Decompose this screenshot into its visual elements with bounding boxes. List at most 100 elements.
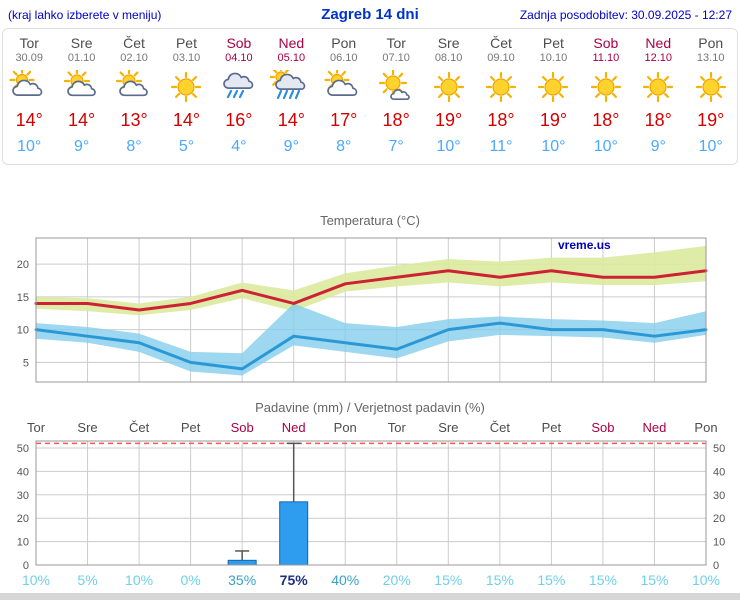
- day-column[interactable]: Ned 12.10 18° 9°: [632, 35, 684, 156]
- sun-ray: [119, 71, 125, 77]
- temperature-high: 18°: [487, 110, 515, 130]
- sunny-icon: [695, 71, 726, 103]
- y-axis-tick-label: 10: [17, 325, 29, 337]
- day-column[interactable]: Čet 02.10 13° 8°: [108, 35, 160, 156]
- sun-disc: [492, 78, 510, 96]
- day-column[interactable]: Ned 05.10 14° 9°: [265, 35, 317, 156]
- sun-ray: [437, 92, 443, 98]
- mostly-sunny-icon: [379, 70, 411, 101]
- weather-icon-cell: [3, 67, 55, 107]
- precip-probability-label: 10%: [125, 572, 153, 588]
- temperature-low: 10°: [17, 138, 42, 155]
- precip-probability-label: 15%: [486, 572, 514, 588]
- chart-day-label: Sre: [77, 420, 97, 435]
- day-name: Sre: [70, 35, 93, 51]
- day-date: 01.10: [67, 52, 96, 64]
- sunny-icon: [433, 71, 464, 103]
- day-date: 30.09: [15, 52, 43, 64]
- day-column[interactable]: Sob 04.10 16° 4°: [213, 35, 265, 156]
- rain-drop: [295, 89, 301, 100]
- day-column[interactable]: Tor 07.10 18° 7°: [370, 35, 422, 156]
- y-axis-tick-label-right: 40: [713, 466, 725, 478]
- page-title: Zagreb 14 dni: [321, 6, 419, 23]
- day-column[interactable]: Pon 13.10 19° 10°: [684, 35, 736, 156]
- chart-day-label: Sob: [231, 420, 254, 435]
- sun-disc: [385, 75, 401, 91]
- sun-ray: [272, 70, 278, 74]
- day-date: 07.10: [382, 52, 410, 64]
- chart-day-label: Tor: [27, 420, 46, 435]
- temperature-high: 14°: [277, 110, 305, 130]
- rain-drop: [226, 89, 232, 99]
- temperature-low: 5°: [178, 138, 195, 155]
- weather-icon-cell: [580, 67, 632, 107]
- sun-ray: [67, 71, 73, 77]
- day-column[interactable]: Sre 01.10 14° 9°: [55, 35, 107, 156]
- y-axis-tick-label-right: 0: [713, 560, 719, 572]
- temperature-high: 16°: [225, 110, 253, 130]
- chart-day-label: Tor: [388, 420, 407, 435]
- day-name: Pon: [698, 35, 724, 51]
- day-column[interactable]: Pet 10.10 19° 10°: [527, 35, 579, 156]
- sun-ray: [454, 76, 460, 82]
- temperature-low: 10°: [593, 138, 618, 155]
- partly-cloudy-icon: [63, 70, 96, 97]
- day-name: Ned: [645, 35, 672, 51]
- precip-probability-label: 20%: [383, 572, 411, 588]
- sun-ray: [382, 88, 388, 94]
- precip-bar: [279, 501, 309, 566]
- cloud-shape: [275, 73, 306, 91]
- cloud-shape: [390, 89, 411, 101]
- day-date: 02.10: [120, 52, 148, 64]
- day-column[interactable]: Sre 08.10 19° 10°: [422, 35, 474, 156]
- y-axis-tick-label-right: 50: [713, 443, 725, 455]
- day-column[interactable]: Čet 09.10 18° 11°: [475, 35, 527, 156]
- chart-frame: [35, 440, 707, 566]
- sun-ray: [398, 72, 404, 78]
- day-column[interactable]: Tor 30.09 14° 10°: [3, 35, 55, 156]
- day-date: 10.10: [539, 52, 568, 64]
- temperature-low: 8°: [126, 138, 142, 155]
- min-temperature-line: [34, 321, 708, 371]
- sunny-icon: [590, 71, 621, 103]
- temperature-high: 19°: [697, 110, 725, 130]
- sunny-icon: [538, 71, 569, 103]
- chart-day-label: Pet: [181, 420, 201, 435]
- day-date: 04.10: [225, 52, 253, 64]
- sun-ray: [192, 76, 198, 82]
- weather-icon-cell: [370, 67, 422, 107]
- weather-icon-cell: [684, 67, 736, 107]
- sun-ray: [594, 92, 600, 98]
- partly-cloudy-icon: [115, 70, 148, 97]
- sun-ray: [611, 76, 617, 82]
- y-axis-tick-label-right: 30: [713, 490, 725, 502]
- precip-probability-label: 75%: [280, 572, 309, 588]
- sun-ray: [192, 92, 198, 98]
- precip-probability-label: 0%: [180, 572, 200, 588]
- day-column[interactable]: Pet 03.10 14° 5°: [160, 35, 212, 156]
- day-name: Sob: [593, 35, 619, 51]
- cloud-shape: [66, 80, 96, 97]
- temperature-low: 8°: [336, 138, 352, 155]
- sun-ray: [437, 76, 443, 82]
- temperature-high: 14°: [172, 110, 201, 130]
- weather-icon-cell: [265, 67, 317, 107]
- precip-probability-label: 10%: [22, 572, 50, 588]
- day-date: 13.10: [696, 52, 725, 64]
- precip-probability-label: 40%: [331, 572, 359, 588]
- cloud-shape: [12, 79, 43, 97]
- sunny-icon: [643, 71, 674, 103]
- temperature-high: 17°: [330, 110, 358, 130]
- weather-icon-cell: [318, 67, 370, 107]
- precip-probability-label: 15%: [434, 572, 462, 588]
- day-column[interactable]: Pon 06.10 17° 8°: [318, 35, 370, 156]
- day-column[interactable]: Sob 11.10 18° 10°: [580, 35, 632, 156]
- horizontal-scrollbar[interactable]: [0, 593, 740, 600]
- temperature-low: 9°: [73, 138, 90, 155]
- header: (kraj lahko izberete v meniju) Zagreb 14…: [0, 0, 740, 25]
- temperature-low: 9°: [650, 138, 666, 155]
- sun-ray: [382, 72, 388, 78]
- y-axis-tick-label: 5: [23, 357, 29, 369]
- y-axis-tick-label-left: 50: [17, 443, 29, 455]
